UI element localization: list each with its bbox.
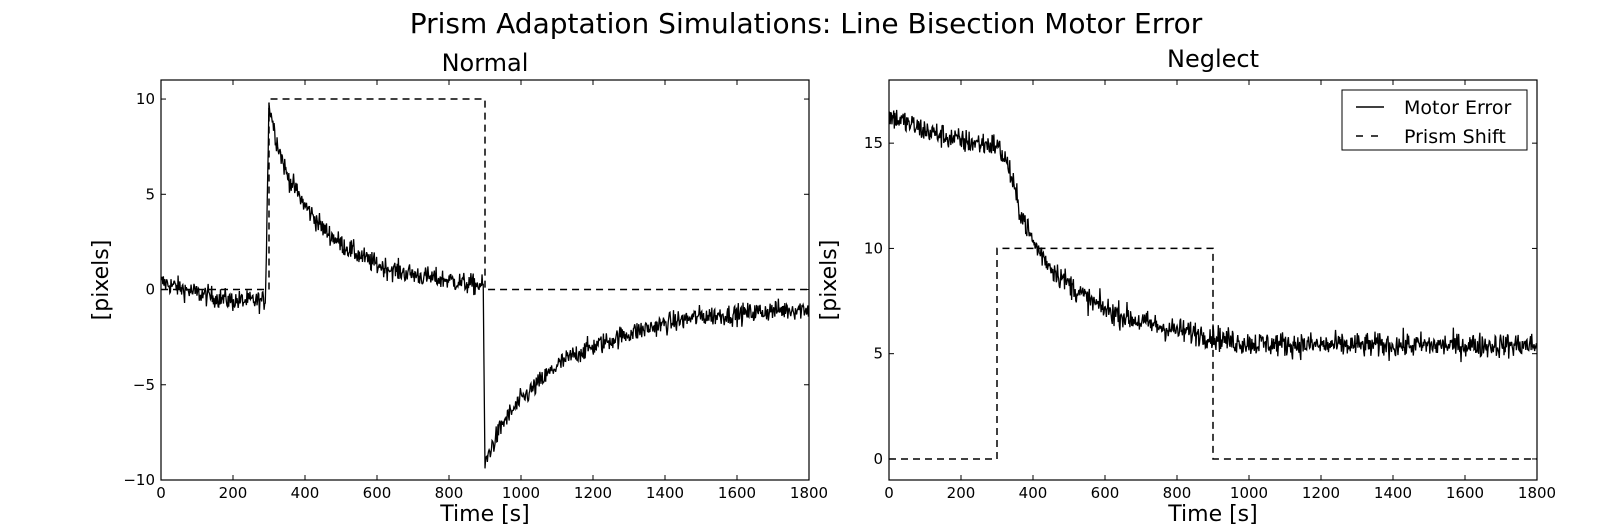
y-axis-label: [pixels] — [817, 240, 842, 321]
x-tick-label: 1000 — [502, 484, 540, 502]
x-tick-label: 1600 — [1446, 484, 1484, 502]
y-axis-label: [pixels] — [89, 240, 114, 321]
axes-frame — [160, 79, 810, 481]
x-tick-label: 1200 — [574, 484, 612, 502]
x-tick-label: 800 — [1163, 484, 1192, 502]
y-tick-label: 0 — [145, 281, 155, 299]
panel-neglect: Neglect 0 200 400 600 800 1000 1200 1400 1600 1800… — [817, 45, 1556, 527]
series-line-prism-shift — [161, 98, 809, 291]
x-tick-label: 0 — [884, 484, 894, 502]
legend-label: Prism Shift — [1404, 126, 1506, 148]
x-tick-label: 200 — [219, 484, 248, 502]
axes-frame — [888, 79, 1538, 481]
y-tick-label: 5 — [145, 185, 155, 203]
x-tick-label: 1800 — [790, 484, 828, 502]
x-axis-label: Time [s] — [439, 502, 529, 527]
x-tick-label: 1000 — [1230, 484, 1268, 502]
x-tick-label: 200 — [947, 484, 976, 502]
panel-title: Neglect — [1167, 45, 1259, 73]
y-tick-label: 10 — [136, 90, 155, 108]
x-tick-label: 600 — [363, 484, 392, 502]
legend-label: Motor Error — [1404, 97, 1511, 119]
y-tick-label: −5 — [133, 376, 155, 394]
figure-title: Prism Adaptation Simulations: Line Bisec… — [410, 7, 1203, 40]
x-tick-label: 1400 — [1374, 484, 1412, 502]
panel-title: Normal — [442, 49, 529, 77]
x-tick-label: 400 — [1019, 484, 1048, 502]
y-tick-label: 15 — [864, 134, 883, 152]
y-tick-label: −10 — [123, 471, 155, 489]
x-tick-label: 600 — [1091, 484, 1120, 502]
x-axis-label: Time [s] — [1167, 502, 1257, 527]
series-line-prism-shift — [889, 247, 1537, 460]
x-tick-label: 800 — [435, 484, 464, 502]
y-tick-label: 0 — [873, 450, 883, 468]
x-tick-label: 1600 — [718, 484, 756, 502]
legend: Motor Error Prism Shift — [1341, 89, 1528, 151]
x-tick-label: 1200 — [1302, 484, 1340, 502]
legend-box — [1341, 89, 1528, 151]
y-tick-label: 5 — [873, 345, 883, 363]
x-tick-label: 1800 — [1518, 484, 1556, 502]
y-tick-label: 10 — [864, 239, 883, 257]
series-line-motor-error — [889, 109, 1537, 363]
x-tick-label: 0 — [156, 484, 166, 502]
x-tick-label: 1400 — [646, 484, 684, 502]
panel-normal: Normal 0 200 400 600 800 1000 1200 1400 1600 1800 −… — [89, 49, 828, 527]
x-tick-label: 400 — [291, 484, 320, 502]
